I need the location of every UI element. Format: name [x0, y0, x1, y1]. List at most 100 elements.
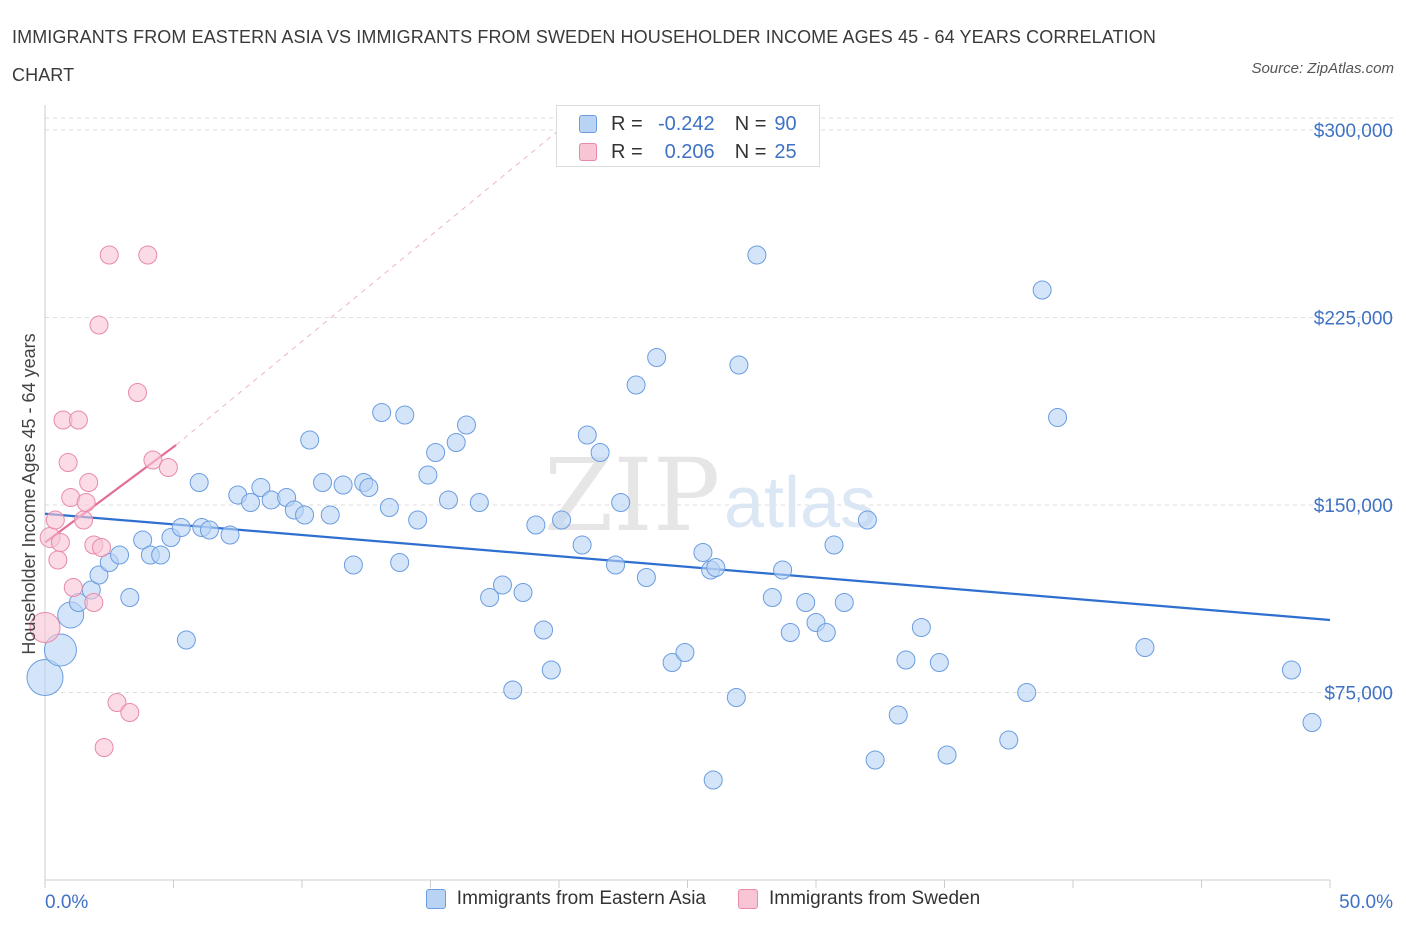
- pink-swatch: [738, 889, 758, 909]
- n-value: 90: [774, 112, 797, 135]
- data-point: [865, 750, 885, 770]
- r-label: R =: [611, 140, 643, 163]
- y-tick-label: $300,000: [1314, 121, 1393, 142]
- data-point: [526, 515, 546, 535]
- data-point: [824, 535, 844, 555]
- data-point: [469, 493, 489, 512]
- data-point: [74, 510, 94, 530]
- data-point: [390, 553, 410, 572]
- legend-item-eastern-asia: Immigrants from Eastern Asia: [425, 888, 706, 910]
- data-point: [762, 588, 782, 607]
- data-point: [300, 430, 320, 450]
- data-point: [92, 538, 112, 557]
- data-point: [590, 443, 610, 462]
- data-point: [313, 473, 333, 492]
- data-point: [606, 555, 626, 575]
- data-point: [1302, 713, 1322, 732]
- data-point: [1135, 638, 1155, 657]
- pink-swatch: [579, 143, 597, 161]
- data-point: [43, 633, 77, 667]
- data-point: [151, 545, 171, 565]
- data-point: [577, 425, 597, 445]
- data-point: [662, 653, 682, 672]
- n-label: N =: [734, 140, 767, 163]
- data-point: [773, 560, 793, 580]
- data-point: [480, 588, 500, 607]
- series-legend: Immigrants from Eastern Asia Immigrants …: [0, 888, 1406, 910]
- y-tick-labels: $75,000 $150,000 $225,000 $300,000: [1314, 121, 1393, 705]
- data-point: [199, 520, 219, 540]
- series-eastern-asia: [26, 245, 1322, 790]
- data-point: [58, 453, 78, 472]
- data-point: [675, 643, 695, 662]
- data-point: [456, 415, 476, 435]
- data-point: [63, 578, 83, 597]
- data-point: [729, 355, 749, 375]
- data-point: [726, 688, 746, 707]
- data-point: [120, 588, 140, 607]
- data-point: [1017, 683, 1037, 702]
- data-point: [395, 405, 415, 425]
- n-value: 25: [774, 140, 797, 163]
- series-sweden: [29, 245, 178, 757]
- data-point: [929, 653, 949, 672]
- data-point: [1032, 280, 1052, 300]
- data-point: [706, 558, 726, 577]
- data-point: [84, 593, 104, 612]
- data-point: [418, 465, 438, 485]
- data-point: [703, 770, 723, 790]
- data-point: [513, 583, 533, 602]
- chart-title: IMMIGRANTS FROM EASTERN ASIA VS IMMIGRAN…: [12, 27, 1156, 85]
- sweden-trend-extension: [175, 129, 560, 446]
- data-point: [171, 518, 191, 537]
- data-point: [50, 533, 70, 552]
- data-point: [857, 510, 877, 530]
- data-point: [636, 568, 656, 587]
- data-point: [220, 525, 240, 545]
- data-point: [110, 545, 130, 565]
- data-point: [158, 458, 178, 477]
- data-point: [68, 410, 88, 430]
- correlation-legend: R = -0.242 N = 90 R = 0.206 N = 25: [556, 105, 820, 167]
- data-point: [911, 618, 931, 637]
- watermark: ZIP atlas: [544, 437, 876, 554]
- data-point: [372, 403, 392, 422]
- data-point: [89, 315, 109, 335]
- data-point: [76, 493, 96, 512]
- data-point: [120, 703, 140, 722]
- data-point: [29, 612, 61, 643]
- data-point: [379, 498, 399, 517]
- data-point: [503, 680, 523, 700]
- data-point: [89, 565, 109, 585]
- legend-item-sweden: Immigrants from Sweden: [738, 888, 980, 910]
- x-tick-label: 50.0%: [1339, 892, 1393, 913]
- data-point: [541, 660, 561, 680]
- data-point: [780, 623, 800, 642]
- r-value: -0.242: [657, 112, 715, 135]
- data-point: [94, 738, 114, 757]
- data-point: [572, 535, 592, 555]
- data-point: [796, 593, 816, 612]
- legend-row-pink: R = 0.206 N = 25: [579, 139, 797, 165]
- data-point: [647, 348, 667, 367]
- data-point: [446, 433, 466, 452]
- blue-swatch: [425, 889, 446, 909]
- data-point: [128, 383, 148, 402]
- legend-label: Immigrants from Sweden: [769, 888, 981, 909]
- data-point: [693, 543, 713, 562]
- eastern-asia-trend-line: [44, 512, 1331, 622]
- data-point: [1281, 660, 1301, 680]
- legend-row-blue: R = -0.242 N = 90: [579, 111, 797, 137]
- x-tick-labels: 0.0% 50.0%: [45, 892, 1393, 913]
- data-point: [426, 443, 446, 462]
- data-point: [896, 650, 916, 670]
- r-value: 0.206: [664, 140, 715, 163]
- data-point: [937, 745, 957, 765]
- data-point: [747, 245, 767, 265]
- data-point: [333, 475, 353, 495]
- blue-swatch: [579, 115, 597, 133]
- r-label: R =: [611, 112, 643, 135]
- grid-lines: [45, 117, 1395, 693]
- data-point: [295, 505, 315, 525]
- data-point: [611, 493, 631, 512]
